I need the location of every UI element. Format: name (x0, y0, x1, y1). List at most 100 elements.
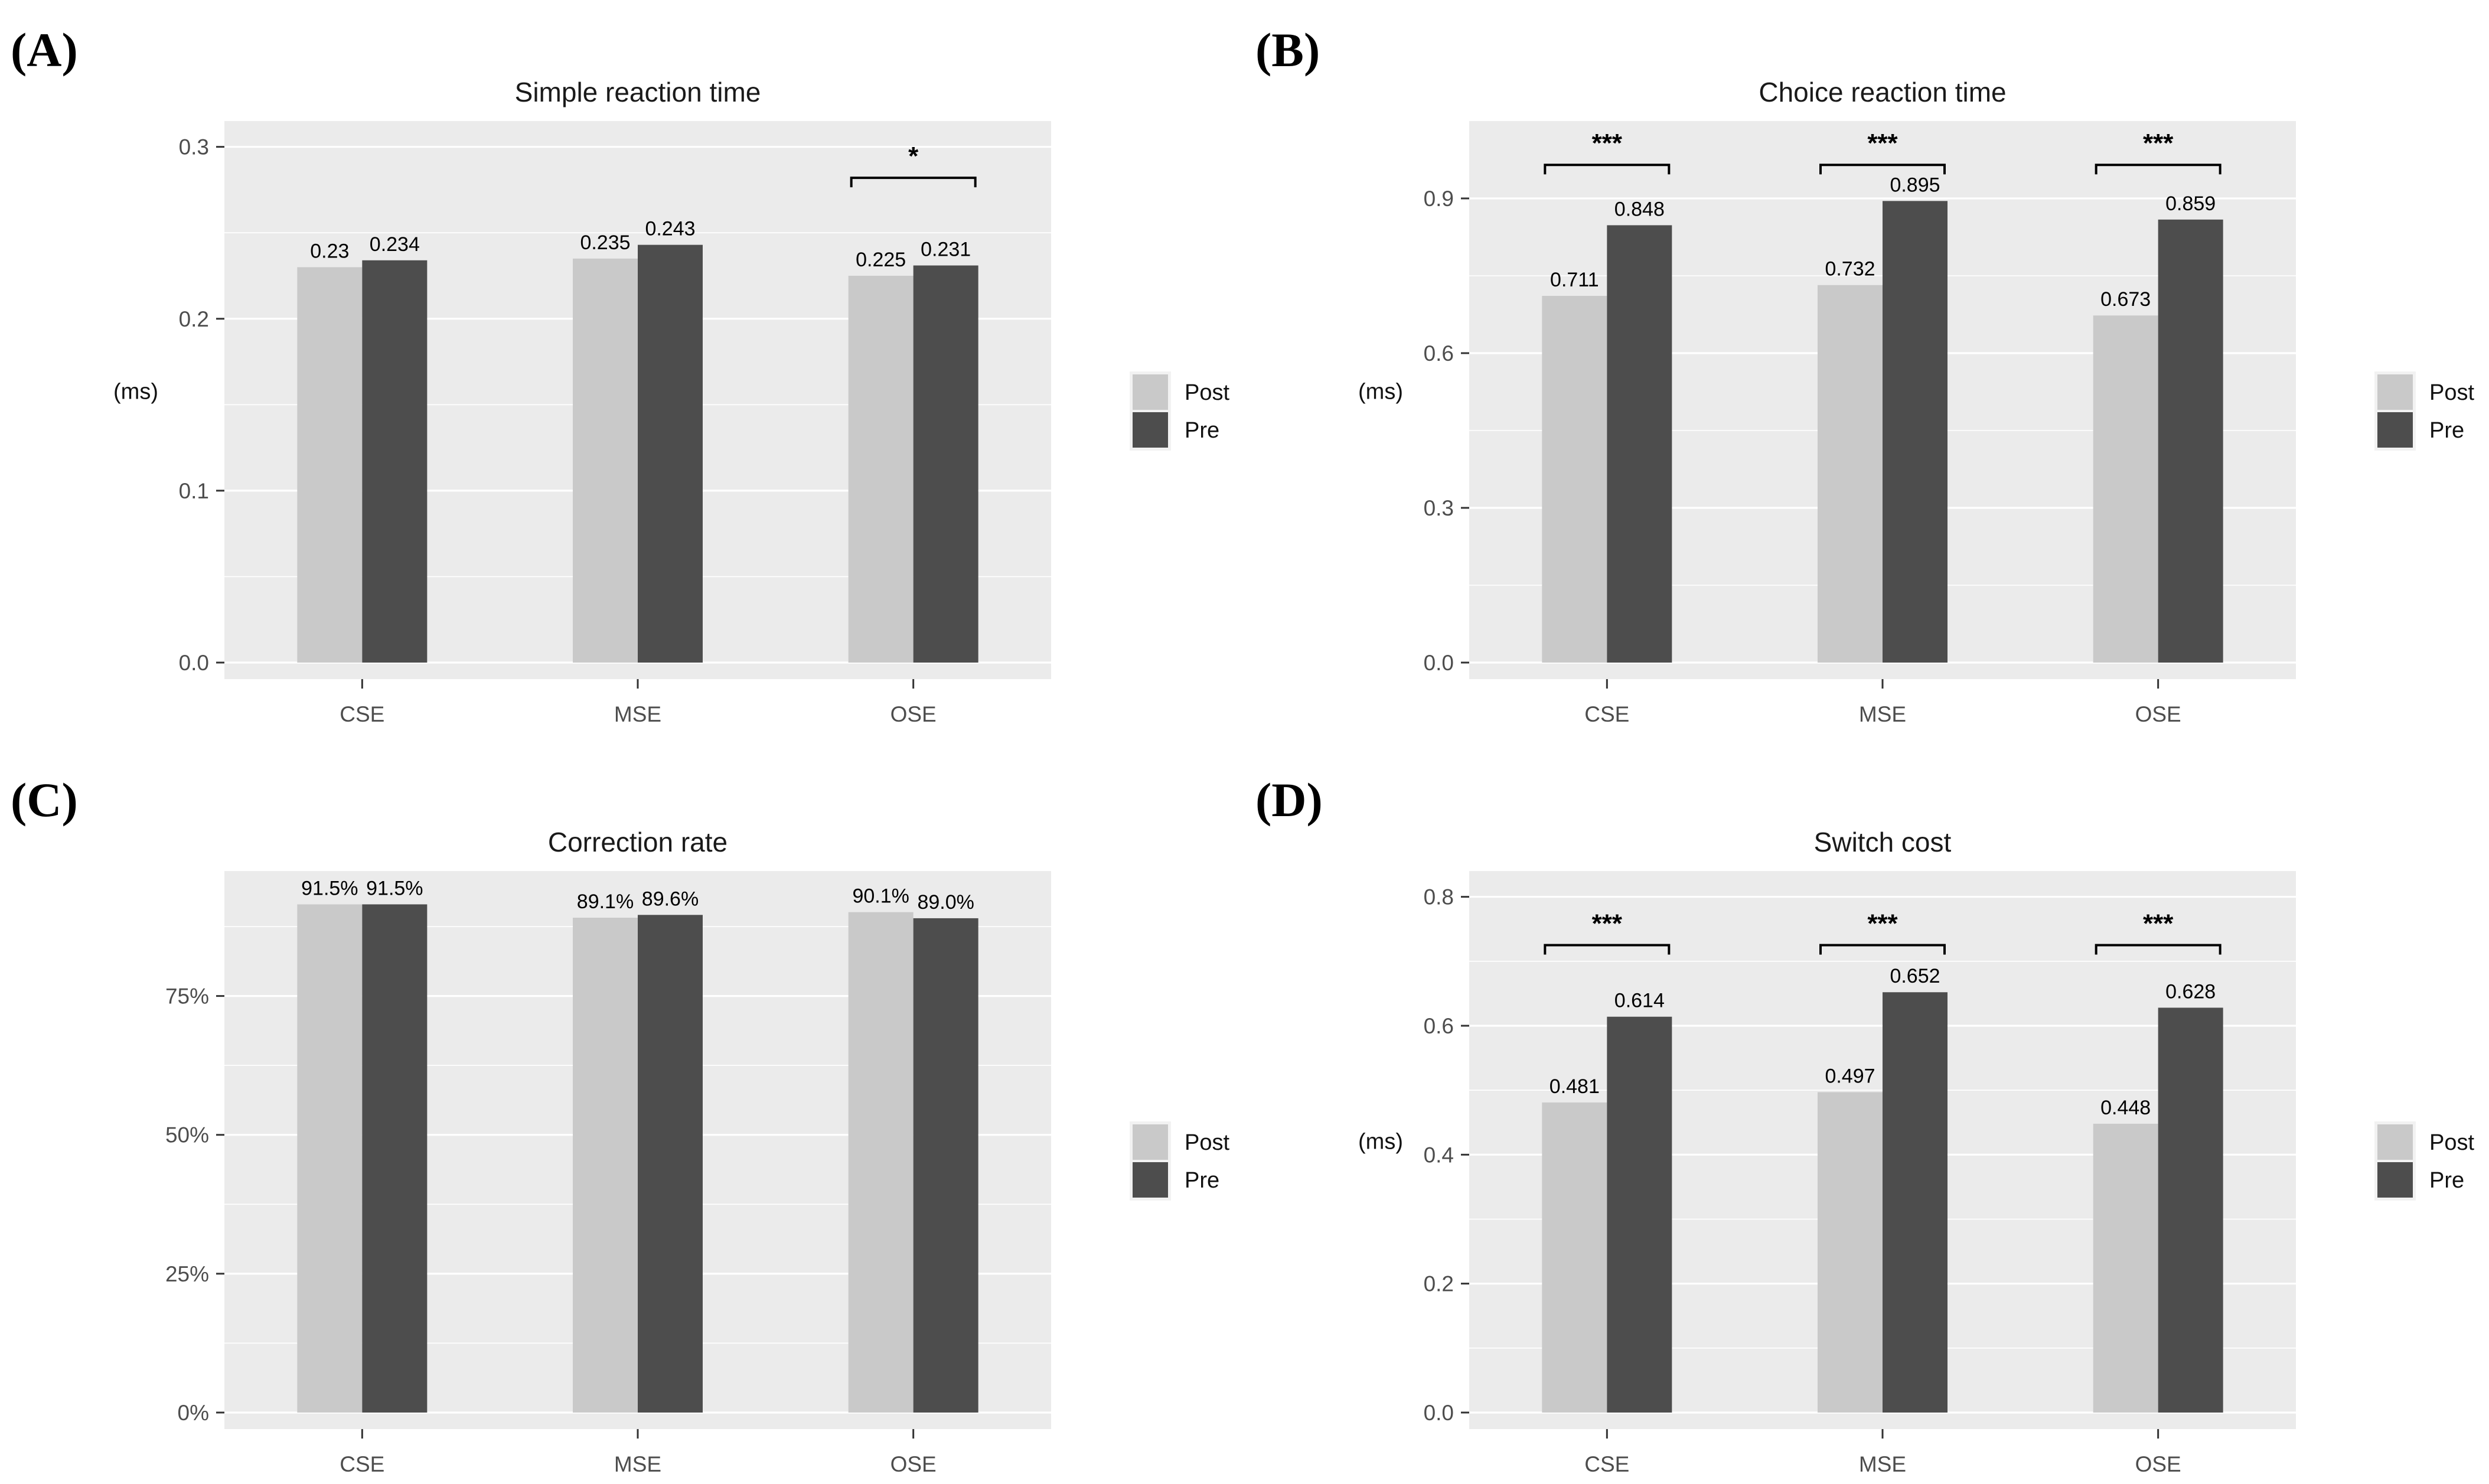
y-axis-tick-label: 0.2 (179, 307, 209, 331)
x-axis-tick-label: MSE (614, 702, 661, 726)
bar-pre-cse (362, 904, 428, 1413)
significance-bracket (1819, 944, 1946, 955)
significance-bracket (850, 177, 977, 188)
value-label-post: 0.711 (1550, 269, 1599, 291)
legend-swatch-pre (2377, 412, 2413, 448)
x-axis-tick-label: MSE (614, 1452, 661, 1476)
significance-stars: *** (1867, 909, 1898, 938)
value-label-post: 0.481 (1549, 1075, 1600, 1098)
y-axis-tick-label: 25% (165, 1262, 209, 1286)
significance-stars: *** (1867, 129, 1898, 158)
significance-bracket (1819, 164, 1946, 175)
legend-swatch-post (1133, 1124, 1168, 1160)
value-label-pre: 89.0% (917, 891, 974, 914)
y-axis-tick-label: 50% (165, 1123, 209, 1147)
bar-post-ose (848, 276, 914, 663)
value-label-post: 0.235 (580, 231, 630, 254)
y-axis-tick-label: 0.0 (1424, 1401, 1454, 1425)
legend-swatch-post (2377, 374, 2413, 410)
bar-post-mse (573, 258, 638, 663)
value-label-pre: 0.234 (370, 233, 420, 256)
x-axis-tick-label: MSE (1859, 702, 1906, 726)
bar-post-mse (1818, 1092, 1883, 1413)
legend-label-pre: Pre (2429, 1168, 2464, 1193)
significance-stars: * (908, 142, 919, 171)
chart-svg: (A) Simple reaction time 0.0 0.1 0.2 0.3 (ms) 0… (11, 23, 1229, 726)
panel-letter: (C) (11, 773, 78, 827)
bar-post-cse (1542, 296, 1607, 663)
panel-d: (D) Switch cost 0.0 0.2 0.4 0.6 0.8 (ms) 0.481 0.… (1245, 750, 2489, 1484)
value-label-post: 89.1% (577, 891, 634, 913)
x-axis-tick-label: CSE (340, 1452, 384, 1476)
value-label-post: 0.497 (1825, 1065, 1875, 1087)
legend-swatch-post (1133, 374, 1168, 410)
x-axis-tick-label: MSE (1859, 1452, 1906, 1476)
y-axis-label: (ms) (1358, 380, 1403, 405)
x-axis-tick-label: CSE (340, 702, 384, 726)
chart-svg: (C) Correction rate 0% 25% 50% 75% 91.5% 91.5% C… (11, 773, 1229, 1476)
value-label-pre: 0.848 (1614, 198, 1665, 220)
chart-title: Switch cost (1814, 827, 1952, 857)
y-axis-tick-label: 0.3 (1424, 496, 1454, 520)
x-axis-tick-label: OSE (890, 702, 937, 726)
bar-post-ose (848, 912, 914, 1413)
x-axis-tick-label: OSE (890, 1452, 937, 1476)
legend-swatch-pre (1133, 1162, 1168, 1198)
chart-title: Simple reaction time (515, 77, 761, 107)
value-label-post: 91.5% (301, 877, 358, 899)
panel-b: (B) Choice reaction time 0.0 0.3 0.6 0.9 (ms) 0… (1245, 0, 2489, 742)
y-axis-tick-label: 0.9 (1424, 187, 1454, 211)
significance-bracket (1544, 944, 1671, 955)
value-label-pre: 0.628 (2165, 980, 2216, 1003)
bar-pre-ose (913, 918, 978, 1413)
value-label-post: 0.448 (2100, 1097, 2151, 1119)
legend-label-post: Post (2429, 380, 2474, 405)
bar-pre-mse (1883, 992, 1948, 1413)
bar-post-ose (2093, 1123, 2158, 1413)
legend-label-pre: Pre (1185, 1168, 1219, 1193)
value-label-pre: 0.859 (2165, 193, 2216, 215)
y-axis-tick-label: 0% (178, 1401, 209, 1425)
value-label-pre: 0.243 (645, 218, 695, 240)
value-label-pre: 0.895 (1890, 174, 1940, 196)
y-axis-tick-label: 0.4 (1424, 1143, 1454, 1167)
value-label-pre: 91.5% (366, 877, 423, 899)
y-axis-tick-label: 0.1 (179, 479, 209, 503)
bar-post-mse (1818, 285, 1883, 663)
legend-swatch-pre (1133, 412, 1168, 448)
legend-label-post: Post (1185, 380, 1229, 405)
value-label-post: 0.23 (310, 240, 349, 262)
bar-post-cse (297, 267, 363, 663)
value-label-post: 0.673 (2100, 288, 2151, 311)
value-label-pre: 89.6% (642, 888, 699, 910)
y-axis-tick-label: 0.0 (179, 651, 209, 675)
y-axis-tick-label: 0.6 (1424, 1014, 1454, 1038)
bar-pre-cse (362, 260, 428, 663)
panel-c: (C) Correction rate 0% 25% 50% 75% 91.5% 91.5% C… (0, 750, 1244, 1484)
x-axis-tick-label: CSE (1584, 702, 1629, 726)
legend-label-post: Post (2429, 1130, 2474, 1155)
y-axis-tick-label: 0.8 (1424, 885, 1454, 909)
bar-post-mse (573, 918, 638, 1413)
significance-bracket (2095, 944, 2221, 955)
y-axis-tick-label: 0.3 (179, 135, 209, 159)
bar-pre-cse (1607, 225, 1672, 663)
bar-post-cse (297, 904, 363, 1413)
chart-title: Correction rate (548, 827, 728, 857)
value-label-pre: 0.231 (921, 239, 971, 261)
significance-stars: *** (1592, 129, 1623, 158)
significance-stars: *** (2143, 129, 2174, 158)
bar-post-ose (2093, 315, 2158, 663)
significance-bracket (1544, 164, 1671, 175)
panel-letter: (A) (11, 23, 78, 77)
legend-label-post: Post (1185, 1130, 1229, 1155)
y-axis-tick-label: 75% (165, 984, 209, 1009)
bar-pre-cse (1607, 1016, 1672, 1413)
x-axis-tick-label: CSE (1584, 1452, 1629, 1476)
bar-pre-mse (638, 915, 703, 1413)
chart-svg: (B) Choice reaction time 0.0 0.3 0.6 0.9 (ms) 0… (1255, 23, 2474, 726)
significance-bracket (2095, 164, 2221, 175)
y-axis-label: (ms) (1358, 1130, 1403, 1154)
bar-pre-ose (2158, 1007, 2223, 1413)
